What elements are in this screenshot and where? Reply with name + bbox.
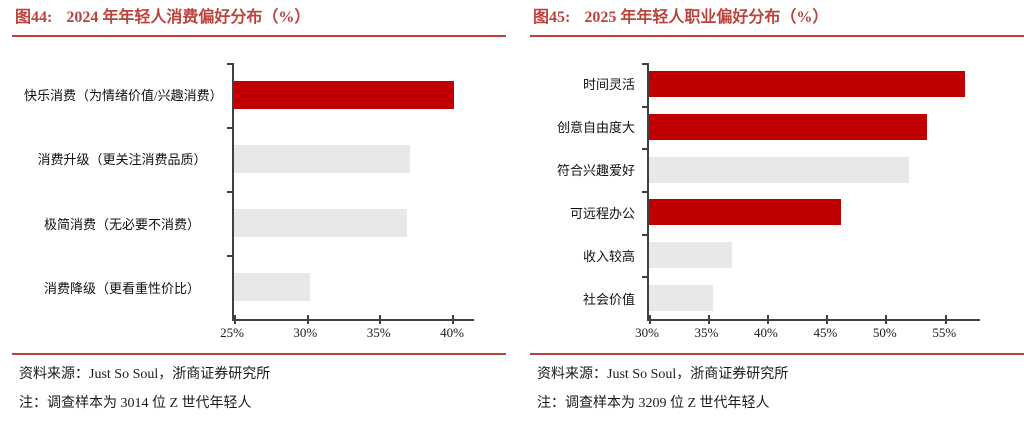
y-axis-tick xyxy=(227,63,234,65)
y-axis-tick xyxy=(642,233,649,236)
bar xyxy=(234,145,410,173)
x-axis-labels: 25% 30% 35% 40% xyxy=(220,321,474,341)
x-axis-tick xyxy=(767,315,770,324)
bar xyxy=(649,284,713,311)
figure-panel-45: 图45: 2025 年年轻人职业偏好分布（%） 时间灵活创意自由度大 符合兴趣爱好可… xyxy=(530,8,1024,413)
note-line: 注：调查样本为 3014 位 Z 世代年轻人 xyxy=(19,396,252,411)
x-axis-tick-label: 50% xyxy=(872,325,897,340)
x-axis-tick-label: 40% xyxy=(440,325,464,340)
bar-row xyxy=(649,63,980,106)
bar-row xyxy=(234,255,474,319)
bar-row xyxy=(649,276,980,319)
footer-separator xyxy=(530,353,1024,355)
bar xyxy=(234,273,310,301)
x-axis-tick xyxy=(649,315,651,324)
x-axis-labels: 30% 35% 40% 45% 50% 55% xyxy=(635,321,980,341)
figure-title-text: 2025 年年轻人职业偏好分布（%） xyxy=(584,9,829,26)
source-line: 资料来源：Just So Soul，浙商证券研究所 xyxy=(19,367,271,382)
category-labels: 快乐消费（为情绪价值/兴趣消费） 消费升级（更关注消费品质） 极简消费（无必要不消费… xyxy=(12,63,232,321)
bar xyxy=(234,209,408,237)
y-axis-tick xyxy=(642,148,649,151)
bars-area xyxy=(227,63,474,324)
footer-separator xyxy=(12,353,506,355)
bar-row xyxy=(234,127,474,191)
bar xyxy=(649,242,732,269)
x-axis-tick-label: 55% xyxy=(932,325,957,340)
y-axis-tick xyxy=(227,255,234,257)
bars-area xyxy=(642,63,980,324)
bar-row xyxy=(234,63,474,127)
x-axis-tick-label: 25% xyxy=(220,325,244,340)
source-line: 资料来源：Just So Soul，浙商证券研究所 xyxy=(537,367,789,382)
bar xyxy=(649,114,927,140)
figure-title: 图45: 2025 年年轻人职业偏好分布（%） xyxy=(530,8,1024,37)
figure-title-text: 2024 年年轻人消费偏好分布（%） xyxy=(66,9,311,26)
x-axis-tick xyxy=(452,315,455,324)
x-axis-tick xyxy=(379,315,382,324)
y-axis-tick xyxy=(642,276,649,279)
y-axis-tick xyxy=(642,105,649,108)
x-axis-tick-label: 40% xyxy=(754,325,778,340)
x-axis-tick-label: 35% xyxy=(366,325,391,340)
figure-label: 图45: xyxy=(533,9,571,26)
category-label: 社会价值 xyxy=(582,292,635,307)
x-axis-tick-label: 30% xyxy=(293,325,318,340)
x-axis-tick-label: 30% xyxy=(635,325,659,340)
category-label: 时间灵活 xyxy=(582,77,635,92)
category-label: 创意自由度大 xyxy=(556,120,635,135)
bar-row xyxy=(649,106,980,149)
category-labels: 时间灵活创意自由度大 符合兴趣爱好可远程办公收入较高社会价值 xyxy=(530,63,647,321)
category-label: 符合兴趣爱好 xyxy=(556,163,635,178)
x-axis-tick xyxy=(234,315,236,324)
category-label: 消费升级（更关注消费品质） xyxy=(37,152,207,168)
bar xyxy=(234,81,454,109)
bar-row xyxy=(649,148,980,191)
bar xyxy=(649,199,841,226)
figure-title: 图44: 2024 年年轻人消费偏好分布（%） xyxy=(12,8,506,37)
x-axis-tick xyxy=(826,315,829,324)
x-axis-tick xyxy=(885,315,888,324)
x-axis-tick xyxy=(306,315,309,324)
y-axis-tick xyxy=(227,191,234,193)
x-axis-tick xyxy=(708,315,711,324)
figure-panel-44: 图44: 2024 年年轻人消费偏好分布（%） 快乐消费（为情绪价值/兴趣消费） 消… xyxy=(12,8,506,413)
category-label: 极简消费（无必要不消费） xyxy=(43,216,200,232)
x-axis-tick xyxy=(944,315,947,324)
bar xyxy=(649,71,965,98)
bar-chart: 快乐消费（为情绪价值/兴趣消费） 消费升级（更关注消费品质） 极简消费（无必要不消费… xyxy=(12,63,506,341)
category-label: 可远程办公 xyxy=(569,206,635,221)
y-axis-tick xyxy=(642,63,649,65)
x-axis-tick-label: 45% xyxy=(813,325,838,340)
bar-row xyxy=(234,191,474,255)
bar xyxy=(649,156,910,183)
category-label: 消费降级（更看重性价比） xyxy=(43,281,200,297)
figure-label: 图44: xyxy=(15,9,53,26)
bar-chart: 时间灵活创意自由度大 符合兴趣爱好可远程办公收入较高社会价值 30% 35% 40% 4… xyxy=(530,63,1024,341)
y-axis-tick xyxy=(227,127,234,129)
y-axis-tick xyxy=(642,191,649,193)
category-label: 收入较高 xyxy=(582,249,635,264)
note-line: 注：调查样本为 3209 位 Z 世代年轻人 xyxy=(537,396,770,411)
category-label: 快乐消费（为情绪价值/兴趣消费） xyxy=(24,87,223,103)
x-axis-tick-label: 35% xyxy=(694,325,719,340)
bar-row xyxy=(649,234,980,277)
bar-row xyxy=(649,191,980,234)
